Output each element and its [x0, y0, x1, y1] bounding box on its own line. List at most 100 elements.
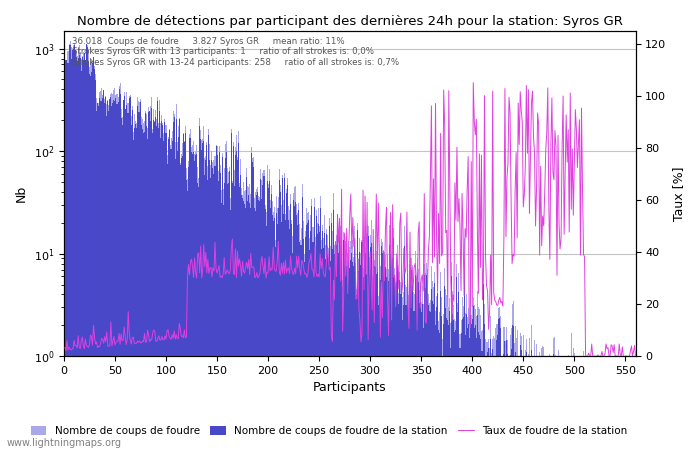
Bar — [500, 328, 501, 450]
Bar — [135, 124, 136, 450]
Bar — [165, 133, 167, 450]
Bar — [615, 356, 616, 450]
Bar — [523, 335, 524, 450]
Bar — [468, 308, 469, 450]
Bar — [619, 429, 620, 450]
Bar — [565, 356, 566, 450]
Bar — [627, 445, 628, 450]
Bar — [132, 106, 133, 450]
Bar — [231, 133, 232, 450]
Bar — [603, 356, 605, 450]
Bar — [212, 168, 214, 450]
Bar — [561, 356, 563, 450]
Bar — [531, 324, 532, 450]
Bar — [269, 181, 270, 450]
Bar — [149, 112, 150, 450]
Bar — [419, 290, 420, 450]
Bar — [461, 297, 463, 450]
Bar — [482, 351, 483, 450]
Bar — [348, 241, 349, 450]
Bar — [124, 96, 125, 450]
Bar — [211, 160, 212, 450]
Bar — [429, 311, 430, 450]
Bar — [75, 49, 76, 450]
Bar — [205, 160, 206, 450]
Bar — [397, 265, 398, 450]
Bar — [378, 305, 379, 450]
Bar — [625, 356, 626, 450]
Bar — [89, 67, 90, 450]
Bar — [116, 94, 118, 450]
Bar — [368, 236, 369, 450]
Bar — [67, 51, 69, 450]
Bar — [293, 193, 294, 450]
Bar — [104, 103, 105, 450]
Bar — [178, 118, 180, 450]
Bar — [209, 160, 211, 450]
Bar — [573, 348, 574, 450]
Bar — [435, 311, 436, 450]
Bar — [175, 142, 176, 450]
Bar — [539, 352, 540, 450]
Bar — [414, 275, 416, 450]
Bar — [66, 60, 67, 450]
Bar — [403, 305, 405, 450]
Bar — [573, 370, 574, 450]
Bar — [180, 163, 181, 450]
Bar — [242, 194, 243, 450]
Bar — [85, 60, 86, 450]
Bar — [497, 335, 498, 450]
Bar — [563, 356, 564, 450]
Bar — [343, 232, 344, 450]
Bar — [494, 361, 495, 450]
Bar — [534, 361, 535, 450]
Bar — [338, 238, 339, 450]
Bar — [105, 97, 106, 450]
Bar — [227, 184, 228, 450]
Bar — [316, 223, 318, 450]
Bar — [186, 168, 187, 450]
Bar — [492, 349, 493, 450]
Bar — [392, 258, 393, 450]
Bar — [88, 49, 89, 450]
Taux de foudre de la station — [430, 254, 439, 260]
Bar — [241, 195, 242, 450]
Bar — [346, 260, 347, 450]
Bar — [225, 141, 227, 450]
Bar — [487, 342, 488, 450]
Bar — [318, 225, 320, 450]
Bar — [445, 288, 446, 450]
Bar — [379, 273, 380, 450]
Bar — [290, 204, 291, 450]
Bar — [575, 381, 576, 450]
Bar — [484, 304, 485, 450]
Bar — [383, 261, 384, 450]
Bar — [425, 288, 426, 450]
Bar — [423, 328, 424, 450]
Bar — [294, 187, 295, 450]
Bar — [184, 141, 185, 450]
X-axis label: Participants: Participants — [313, 382, 386, 395]
Bar — [582, 356, 583, 450]
Bar — [307, 223, 309, 450]
Bar — [342, 279, 343, 450]
Bar — [114, 101, 116, 450]
Bar — [365, 274, 367, 450]
Bar — [167, 138, 169, 450]
Bar — [501, 377, 503, 450]
Bar — [294, 206, 295, 450]
Bar — [574, 365, 575, 450]
Bar — [176, 143, 178, 450]
Bar — [541, 348, 542, 450]
Legend: Nombre de coups de foudre, Nombre de coups de foudre de la station, Taux de foud: Nombre de coups de foudre, Nombre de cou… — [27, 422, 631, 440]
Bar — [620, 356, 621, 450]
Bar — [228, 171, 229, 450]
Bar — [238, 131, 239, 450]
Bar — [284, 178, 285, 450]
Bar — [236, 135, 237, 450]
Bar — [111, 93, 113, 450]
Bar — [234, 170, 235, 450]
Bar — [441, 316, 442, 450]
Bar — [86, 44, 87, 450]
Bar — [196, 153, 197, 450]
